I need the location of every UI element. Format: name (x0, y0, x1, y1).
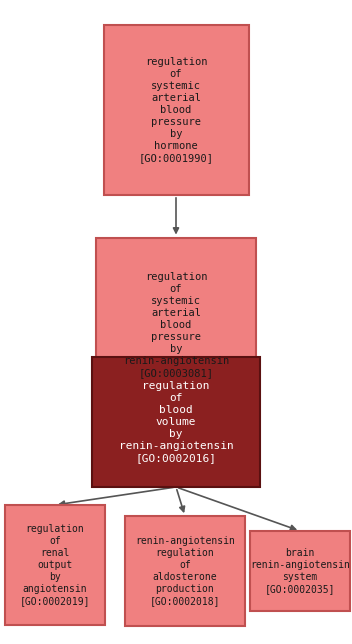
FancyBboxPatch shape (125, 516, 245, 626)
FancyBboxPatch shape (5, 505, 105, 625)
FancyBboxPatch shape (96, 238, 256, 413)
FancyBboxPatch shape (103, 25, 249, 195)
Text: regulation
of
blood
volume
by
renin-angiotensin
[GO:0002016]: regulation of blood volume by renin-angi… (119, 381, 233, 463)
FancyBboxPatch shape (92, 357, 260, 487)
FancyBboxPatch shape (250, 531, 350, 611)
Text: renin-angiotensin
regulation
of
aldosterone
production
[GO:0002018]: renin-angiotensin regulation of aldoster… (135, 536, 235, 606)
Text: brain
renin-angiotensin
system
[GO:0002035]: brain renin-angiotensin system [GO:00020… (250, 548, 350, 594)
Text: regulation
of
systemic
arterial
blood
pressure
by
hormone
[GO:0001990]: regulation of systemic arterial blood pr… (138, 57, 214, 163)
Text: regulation
of
renal
output
by
angiotensin
[GO:0002019]: regulation of renal output by angiotensi… (20, 524, 90, 606)
Text: regulation
of
systemic
arterial
blood
pressure
by
renin-angiotensin
[GO:0003081]: regulation of systemic arterial blood pr… (123, 272, 229, 378)
